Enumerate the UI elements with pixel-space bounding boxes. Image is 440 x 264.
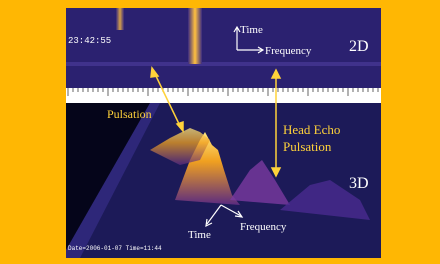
timestamp: 23:42:55 — [68, 36, 111, 46]
label-3d: 3D — [349, 175, 369, 192]
axis-frequency: Frequency — [240, 221, 287, 233]
ruler — [66, 88, 381, 103]
axes-3d — [205, 204, 244, 228]
head-echo-label: Head Echo — [283, 122, 340, 137]
axis-frequency: Frequency — [265, 45, 312, 57]
streak — [116, 8, 124, 30]
annotation-arrows — [150, 66, 282, 178]
surface — [280, 180, 370, 220]
head-echo — [230, 160, 290, 205]
head-echo-label: Pulsation — [283, 139, 332, 154]
pulsation-streak — [188, 8, 202, 64]
spectrogram-2d — [66, 8, 381, 88]
pulsation-label: Pulsation — [107, 107, 152, 121]
label-2d: 2D — [349, 38, 369, 55]
axes-2d — [233, 25, 265, 54]
side-wall — [66, 103, 160, 258]
ruler-ticks — [67, 88, 379, 96]
axis-time: Time — [240, 24, 263, 36]
footer: Date=2006-01-07 Time=11:44 — [68, 245, 162, 252]
band — [66, 62, 381, 66]
pulsation-ridge — [150, 128, 210, 165]
axis-time: Time — [188, 229, 211, 241]
pulsation-peak — [175, 132, 240, 205]
